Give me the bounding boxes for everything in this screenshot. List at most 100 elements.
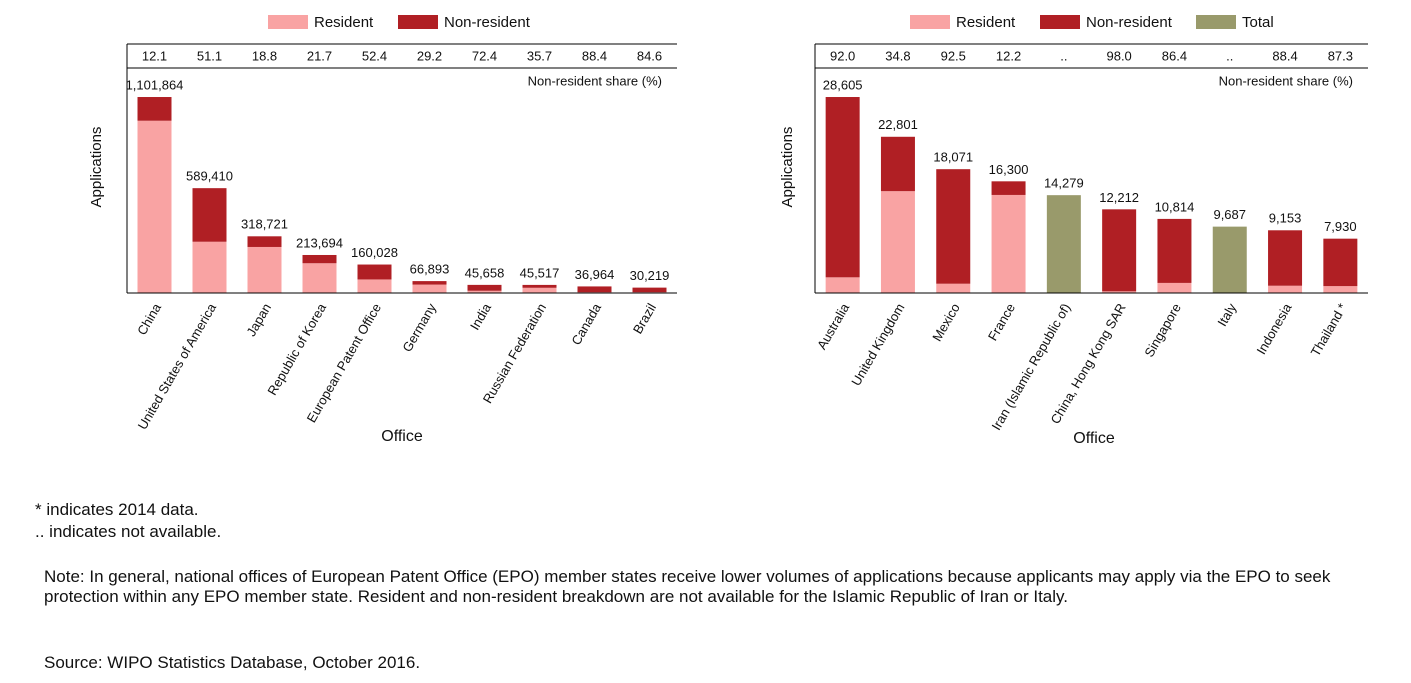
share-value: .. bbox=[1226, 48, 1233, 63]
x-tick-label: Canada bbox=[568, 300, 604, 348]
total-label: 16,300 bbox=[989, 162, 1029, 177]
x-axis-label: Office bbox=[1073, 430, 1115, 447]
x-tick-label: Singapore bbox=[1141, 301, 1184, 360]
legend-swatch bbox=[910, 15, 950, 29]
y-axis-label: Applications bbox=[88, 127, 105, 208]
y-axis-label: Applications bbox=[779, 127, 796, 208]
bar-segment bbox=[137, 97, 172, 121]
bar-segment bbox=[357, 279, 392, 293]
share-title: Non-resident share (%) bbox=[528, 73, 662, 88]
legend-swatch bbox=[268, 15, 308, 29]
footnote: * indicates 2014 data. bbox=[35, 500, 199, 519]
x-tick-label: Australia bbox=[814, 300, 853, 352]
bar-segment bbox=[467, 284, 502, 291]
share-value: 18.8 bbox=[252, 48, 277, 63]
legend-label: Non-resident bbox=[444, 14, 531, 31]
x-tick-label: China bbox=[134, 300, 164, 338]
bar-segment bbox=[825, 97, 860, 278]
x-tick-label: Italy bbox=[1214, 300, 1239, 329]
share-value: 84.6 bbox=[637, 48, 662, 63]
bar-segment bbox=[880, 136, 915, 192]
x-tick-label: Brazil bbox=[630, 301, 659, 337]
bar-segment bbox=[137, 120, 172, 293]
bar-segment bbox=[1157, 218, 1192, 283]
total-label: 36,964 bbox=[575, 267, 615, 282]
total-label: 12,212 bbox=[1099, 190, 1139, 205]
x-tick-label: Republic of Korea bbox=[264, 300, 329, 398]
x-tick-label: United Kingdom bbox=[848, 301, 907, 389]
total-label: 589,410 bbox=[186, 169, 233, 184]
share-value: 12.1 bbox=[142, 48, 167, 63]
legend-swatch bbox=[398, 15, 438, 29]
bar-segment bbox=[991, 181, 1026, 195]
bar-segment bbox=[880, 191, 915, 293]
total-label: 160,028 bbox=[351, 245, 398, 260]
total-label: 22,801 bbox=[878, 117, 918, 132]
bar-segment bbox=[1323, 238, 1358, 287]
total-label: 318,721 bbox=[241, 217, 288, 232]
total-label: 10,814 bbox=[1155, 199, 1195, 214]
legend-label: Non-resident bbox=[1086, 14, 1173, 31]
share-value: 86.4 bbox=[1162, 48, 1187, 63]
share-value: 51.1 bbox=[197, 48, 222, 63]
bar-segment bbox=[825, 277, 860, 293]
bar-segment bbox=[936, 283, 971, 293]
x-tick-label: France bbox=[985, 301, 1018, 344]
bar-segment bbox=[357, 264, 392, 280]
total-label: 9,153 bbox=[1269, 211, 1302, 226]
x-tick-label: Indonesia bbox=[1253, 300, 1295, 357]
total-label: 18,071 bbox=[933, 150, 973, 165]
x-tick-label: Russian Federation bbox=[480, 301, 549, 406]
total-label: 14,279 bbox=[1044, 176, 1084, 191]
bar-segment bbox=[991, 194, 1026, 293]
x-tick-label: Thailand * bbox=[1308, 301, 1350, 359]
share-value: 21.7 bbox=[307, 48, 332, 63]
legend-swatch bbox=[1196, 15, 1236, 29]
share-value: .. bbox=[1060, 48, 1067, 63]
total-label: 45,658 bbox=[465, 265, 505, 280]
share-value: 35.7 bbox=[527, 48, 552, 63]
footnote: .. indicates not available. bbox=[35, 522, 222, 541]
legend-label: Resident bbox=[956, 14, 1016, 31]
total-label: 213,694 bbox=[296, 235, 343, 250]
share-value: 87.3 bbox=[1328, 48, 1353, 63]
bar-segment bbox=[1212, 226, 1247, 293]
share-value: 98.0 bbox=[1106, 48, 1131, 63]
bar-segment bbox=[192, 188, 227, 242]
x-tick-label: Germany bbox=[399, 300, 439, 354]
bar-segment bbox=[522, 287, 557, 293]
share-value: 88.4 bbox=[582, 48, 607, 63]
total-label: 30,219 bbox=[630, 268, 670, 283]
bar-segment bbox=[1157, 282, 1192, 293]
total-label: 9,687 bbox=[1213, 207, 1246, 222]
bar-segment bbox=[302, 263, 337, 293]
legend-swatch bbox=[1040, 15, 1080, 29]
x-tick-label: Mexico bbox=[929, 301, 963, 344]
source: Source: WIPO Statistics Database, Octobe… bbox=[44, 653, 421, 672]
share-value: 34.8 bbox=[885, 48, 910, 63]
share-value: 88.4 bbox=[1272, 48, 1297, 63]
total-label: 1,101,864 bbox=[126, 77, 184, 92]
bar-segment bbox=[577, 286, 612, 293]
note: Note: In general, national offices of Eu… bbox=[44, 567, 1331, 606]
bar-segment bbox=[1102, 209, 1137, 292]
total-label: 28,605 bbox=[823, 77, 863, 92]
bar-segment bbox=[1268, 285, 1303, 293]
bar-segment bbox=[522, 284, 557, 288]
bar-segment bbox=[632, 287, 667, 293]
share-value: 29.2 bbox=[417, 48, 442, 63]
bar-segment bbox=[1323, 286, 1358, 293]
bar-segment bbox=[247, 246, 282, 293]
bar-segment bbox=[467, 290, 502, 293]
x-axis-label: Office bbox=[381, 428, 423, 445]
bar-segment bbox=[1046, 195, 1081, 293]
bar-segment bbox=[192, 241, 227, 293]
bar-segment bbox=[302, 254, 337, 264]
total-label: 7,930 bbox=[1324, 219, 1357, 234]
bar-segment bbox=[247, 236, 282, 247]
share-value: 92.0 bbox=[830, 48, 855, 63]
share-value: 52.4 bbox=[362, 48, 387, 63]
bar-segment bbox=[1102, 291, 1137, 293]
